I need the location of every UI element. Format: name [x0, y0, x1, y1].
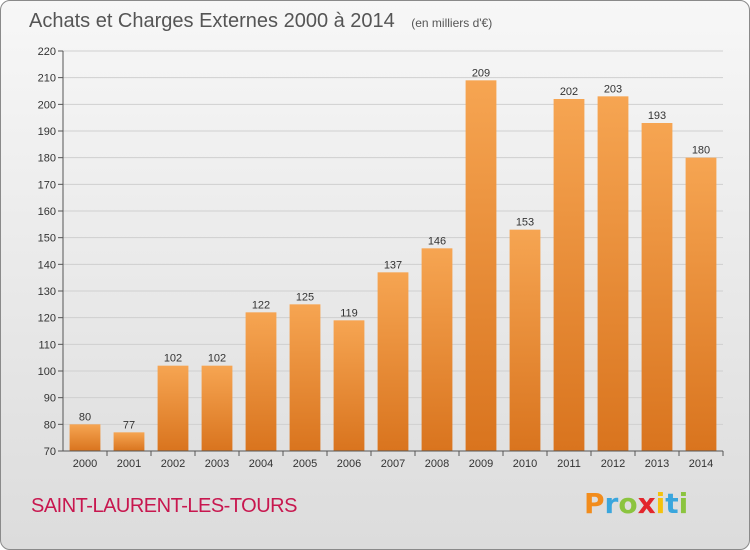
value-label: 80: [79, 411, 91, 423]
x-tick-label: 2002: [161, 458, 185, 470]
value-label: 102: [208, 353, 226, 365]
x-tick-label: 2011: [557, 458, 581, 470]
y-tick-label: 190: [38, 126, 56, 138]
x-tick-label: 2014: [689, 458, 713, 470]
x-axis: 2000 2001 2002 2003 2004 2005 2006 2007 2008 2009…: [63, 450, 724, 470]
x-tick-label: 2013: [645, 458, 669, 470]
bar-2008: [421, 248, 453, 451]
x-tick-label: 2005: [293, 458, 317, 470]
value-label: 77: [123, 419, 135, 431]
bar-2012: [597, 96, 629, 451]
x-tick-label: 2009: [469, 458, 493, 470]
value-label: 153: [516, 217, 534, 229]
value-label: 122: [252, 299, 270, 311]
value-label: 209: [472, 67, 490, 79]
logo-letter: x: [637, 487, 656, 520]
y-tick-label: 200: [38, 99, 56, 111]
bar-2006: [333, 320, 365, 451]
bar-2009: [465, 80, 497, 451]
value-label: 193: [648, 110, 666, 122]
x-tick-label: 2000: [73, 458, 97, 470]
x-tick-label: 2001: [117, 458, 141, 470]
y-tick-label: 110: [38, 339, 56, 351]
x-tick-label: 2008: [425, 458, 449, 470]
logo-letter: i: [655, 487, 666, 520]
x-tick-label: 2006: [337, 458, 361, 470]
value-label: 125: [296, 291, 314, 303]
logo-letter: t: [665, 487, 679, 520]
bars: 80 77 102 102 122 125 119 137 146 209 153 202 203 193…: [69, 67, 717, 451]
bar-2013: [641, 123, 673, 451]
logo-letter: r: [604, 487, 619, 520]
y-tick-label: 170: [38, 179, 56, 191]
y-axis: 70 80 90 100 110 120 130 140 150 160 170 180 190 200 2…: [38, 46, 64, 458]
y-tick-label: 160: [38, 206, 56, 218]
bar-2001: [113, 432, 145, 451]
place-name: SAINT-LAURENT-LES-TOURS: [31, 495, 297, 517]
y-tick-label: 100: [38, 366, 56, 378]
value-label: 180: [692, 145, 710, 157]
bar-2010: [509, 229, 541, 451]
y-tick-label: 130: [38, 286, 56, 298]
y-tick-label: 210: [38, 73, 56, 85]
value-label: 137: [384, 259, 402, 271]
bar-2005: [289, 304, 321, 451]
x-tick-label: 2007: [381, 458, 405, 470]
value-label: 146: [428, 235, 446, 247]
value-label: 102: [164, 353, 182, 365]
x-tick-label: 2003: [205, 458, 229, 470]
y-tick-label: 80: [44, 419, 56, 431]
x-tick-label: 2010: [513, 458, 537, 470]
bar-2004: [245, 312, 277, 451]
bar-2007: [377, 272, 409, 451]
value-label: 202: [560, 86, 578, 98]
bar-2002: [157, 365, 189, 451]
y-tick-label: 150: [38, 233, 56, 245]
x-tick-label: 2004: [249, 458, 273, 470]
value-label: 203: [604, 83, 622, 95]
logo-letter: o: [618, 487, 638, 520]
bar-2014: [685, 157, 717, 451]
y-tick-label: 220: [38, 46, 56, 58]
proxiti-logo: Proxiti: [584, 487, 688, 520]
y-tick-label: 70: [44, 446, 56, 458]
value-label: 119: [340, 307, 358, 319]
logo-letter: P: [584, 487, 605, 520]
y-tick-label: 180: [38, 153, 56, 165]
x-tick-label: 2012: [601, 458, 625, 470]
y-tick-label: 140: [38, 259, 56, 271]
chart-title: Achats et Charges Externes 2000 à 2014 (…: [29, 10, 492, 32]
bar-2000: [69, 424, 101, 451]
bar-2011: [553, 99, 585, 451]
y-tick-label: 90: [44, 393, 56, 405]
y-tick-label: 120: [38, 313, 56, 325]
bar-2003: [201, 365, 233, 451]
logo-letter: i: [678, 487, 689, 520]
